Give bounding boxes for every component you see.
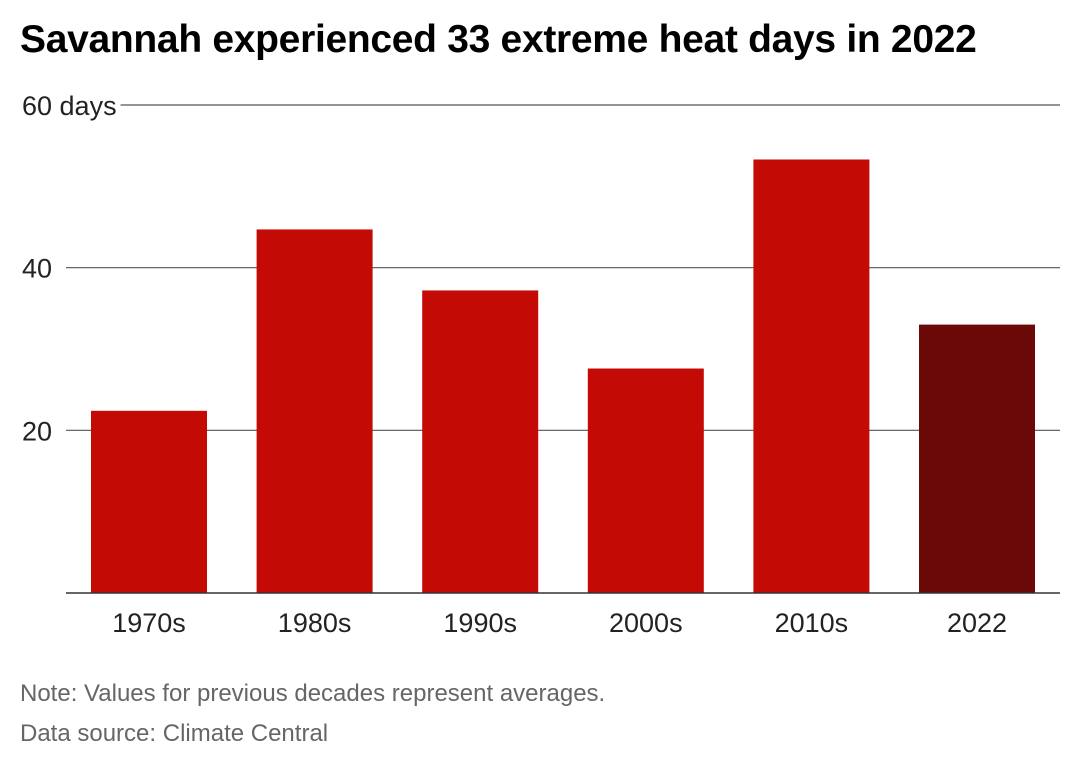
bar-1970s	[91, 410, 207, 593]
bar-1980s	[256, 229, 373, 593]
y-tick-label: 40	[22, 254, 52, 284]
x-tick-label: 2000s	[609, 608, 683, 638]
gridlines	[66, 104, 1060, 431]
x-tick-label: 1970s	[112, 608, 186, 638]
bars	[91, 159, 1035, 593]
x-tick-label: 2010s	[775, 608, 849, 638]
data-source: Data source: Climate Central	[20, 720, 329, 747]
x-tick-label: 1980s	[278, 608, 352, 638]
chart-title: Savannah experienced 33 extreme heat day…	[20, 18, 977, 61]
bar-1990s	[422, 290, 539, 593]
y-tick-labels: 60 days 40 20	[22, 91, 117, 446]
bar-chart: 60 days 40 20 1970s 1980s 1990s 2000s 2010s 202…	[22, 91, 1060, 638]
bar-2022	[919, 324, 1035, 593]
x-tick-label: 2022	[947, 608, 1007, 638]
bar-2000s	[587, 368, 704, 593]
y-tick-label: 20	[22, 416, 52, 446]
x-tick-labels: 1970s 1980s 1990s 2000s 2010s 2022	[112, 608, 1007, 638]
chart-note: Note: Values for previous decades repres…	[20, 680, 606, 707]
x-tick-label: 1990s	[443, 608, 517, 638]
y-tick-label: 60 days	[22, 91, 117, 121]
bar-2010s	[753, 159, 870, 593]
